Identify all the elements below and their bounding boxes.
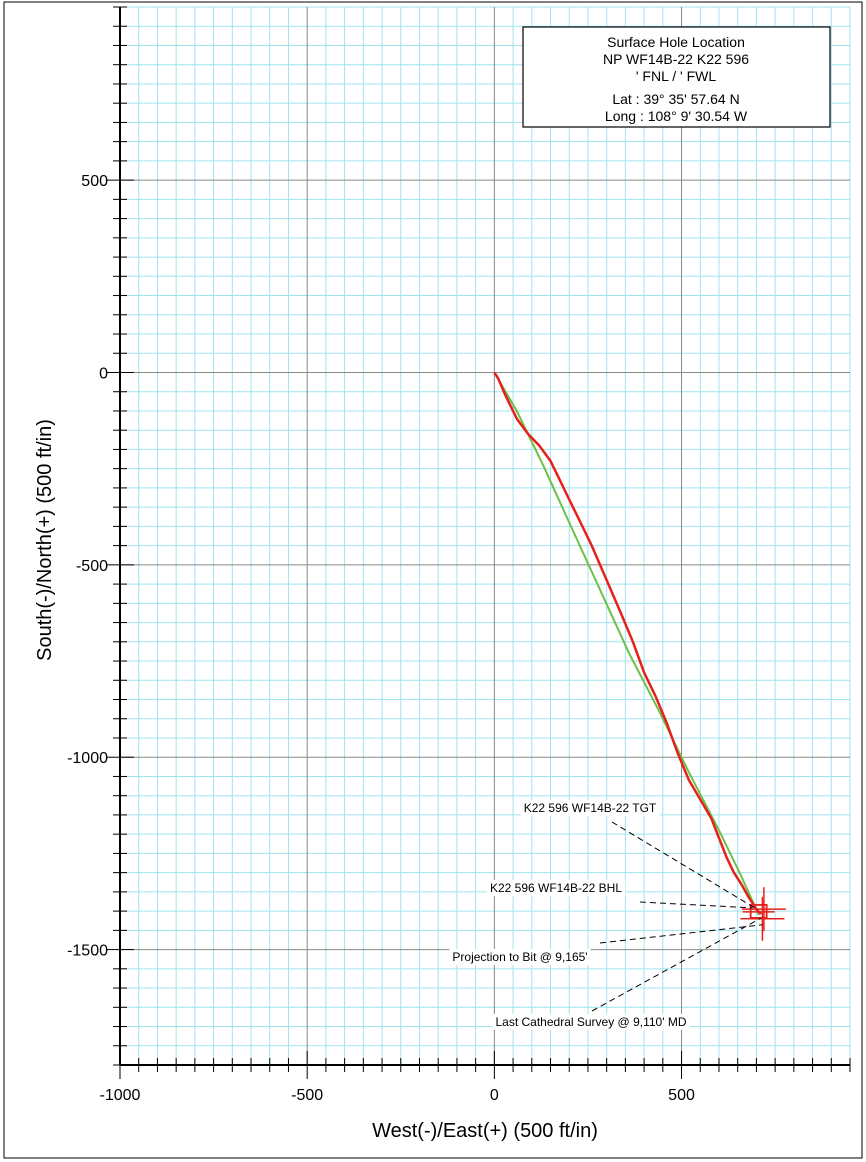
y-tick-label: 0: [99, 365, 108, 382]
series-line-actual: [493, 371, 762, 916]
annotation-label: K22 596 WF14B-22 BHL: [490, 881, 622, 895]
y-axis-title: South(-)/North(+) (500 ft/in): [34, 419, 56, 661]
annotation-label: K22 596 WF14B-22 TGT: [524, 801, 657, 815]
y-tick-label: -1000: [67, 750, 108, 767]
info-box-line-3: ' FNL / ' FWL: [636, 68, 716, 84]
annotation-label-background: [486, 880, 626, 896]
info-box-line-2: NP WF14B-22 K22 596: [603, 51, 749, 67]
x-tick-label: -1000: [100, 1087, 141, 1104]
x-tick-label: 500: [668, 1087, 695, 1104]
annotation-leader-line: [599, 924, 763, 944]
surface-hole-info-box: Surface Hole Location NP WF14B-22 K22 59…: [522, 26, 831, 128]
plot-area: [119, 6, 851, 1066]
series-layer: [493, 371, 786, 941]
annotation-label-background: [449, 949, 591, 965]
y-tick-label: -1500: [67, 943, 108, 960]
y-tick-label: 500: [81, 173, 108, 190]
y-tick-label: -500: [76, 558, 108, 575]
annotation-label-background: [492, 1014, 690, 1030]
info-box-frame: [522, 26, 831, 128]
annotation-layer: K22 596 WF14B-22 TGT K22 596 WF14B-22 BHL…: [449, 800, 763, 1030]
annotation-label-background: [520, 800, 660, 816]
annotation-label: Projection to Bit @ 9,165': [452, 950, 587, 964]
page-border: [3, 1, 863, 1159]
annotation-leader-line: [639, 901, 753, 909]
info-box-line-4: Lat : 39° 35' 57.64 N: [612, 91, 739, 107]
x-tick-label: -500: [291, 1087, 323, 1104]
x-tick-label: 0: [490, 1087, 499, 1104]
info-box-line-1: Surface Hole Location: [607, 34, 745, 50]
x-axis-title: West(-)/East(+) (500 ft/in): [372, 1120, 598, 1142]
info-box-line-5: Long : 108° 9' 30.54 W: [605, 108, 748, 124]
series-line-plan: [493, 371, 760, 916]
axes: -1000 -500 0 500 500 0 -500 -1000 -1500: [67, 6, 851, 1104]
annotation-label: Last Cathedral Survey @ 9,110' MD: [495, 1015, 686, 1029]
annotation-leader-line: [591, 917, 762, 1012]
annotation-leader-line: [611, 821, 755, 909]
